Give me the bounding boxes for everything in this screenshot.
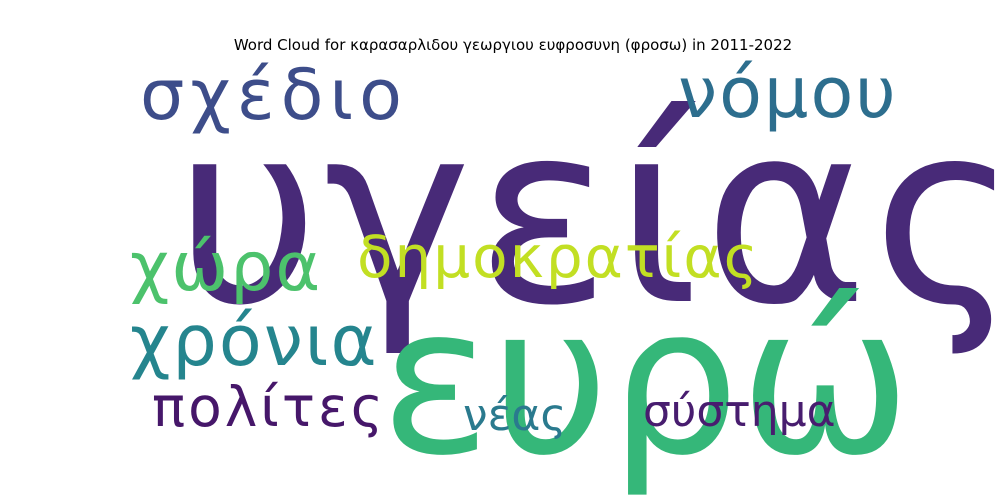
word-xronia: χρόνια (130, 300, 379, 382)
word-xora: χώρα (130, 228, 323, 307)
chart-title: Word Cloud for καρασαρλιδου γεωργιου ευφ… (233, 36, 793, 54)
word-dimokratias: δημοκρατίας (357, 223, 760, 291)
word-eyro: ευρώ (380, 263, 912, 501)
word-nomou: νόμου (678, 52, 898, 134)
word-polites: πολίτες (152, 375, 387, 439)
word-neas: νέας (463, 390, 567, 441)
word-systima: σύστημα (643, 386, 836, 437)
word-cloud: υγείας ευρώ σχέδιο νόμου δημοκρατίας χώρ… (125, 54, 1000, 485)
word-ygeias: υγείας (175, 69, 1000, 360)
word-sxedio: σχέδιο (140, 54, 408, 136)
